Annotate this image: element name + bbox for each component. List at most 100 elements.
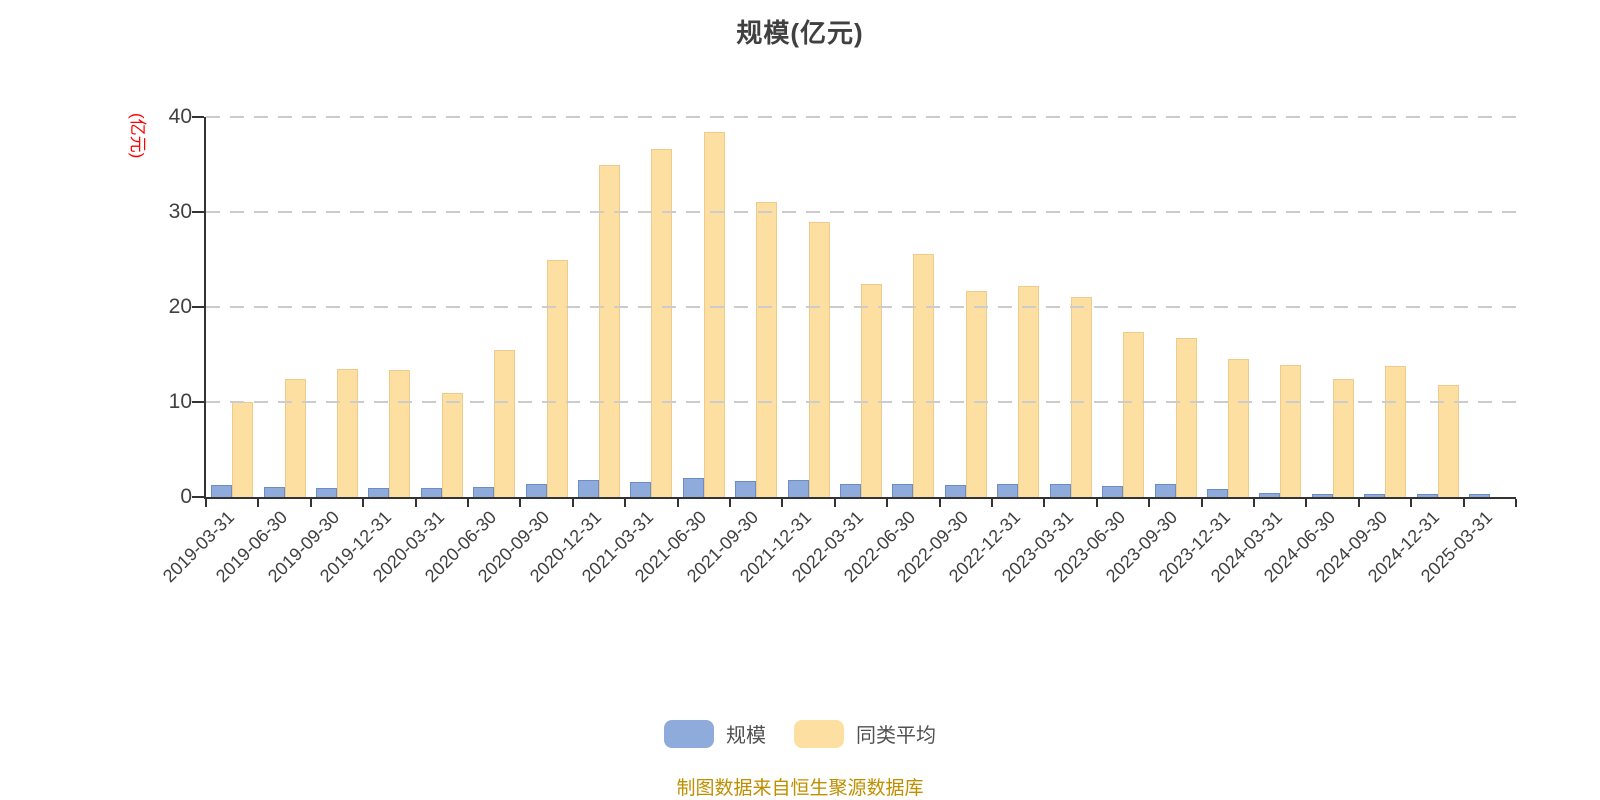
scale-bar bbox=[368, 487, 390, 497]
bar-group-2023-06-30 bbox=[1097, 117, 1149, 497]
category-average-bar bbox=[1175, 338, 1197, 497]
legend-item-scale[interactable]: 规模 bbox=[664, 719, 766, 748]
bar-group-2021-06-30 bbox=[678, 117, 730, 497]
scale-bar bbox=[630, 481, 652, 497]
category-average-bar bbox=[1227, 359, 1249, 497]
bar-group-2020-06-30 bbox=[468, 117, 520, 497]
x-axis-tick bbox=[833, 499, 836, 507]
x-axis-tick bbox=[205, 499, 207, 507]
x-axis-tick bbox=[1200, 499, 1203, 507]
x-axis-tick bbox=[1515, 499, 1517, 507]
legend-item-average[interactable]: 同类平均 bbox=[794, 719, 936, 748]
category-average-bar bbox=[808, 221, 830, 497]
x-axis-tick bbox=[519, 499, 522, 507]
gridline-40 bbox=[206, 116, 1516, 118]
category-average-bar bbox=[703, 132, 725, 497]
scale-bar bbox=[1259, 493, 1281, 497]
scale-bar bbox=[211, 484, 233, 497]
x-axis-tick bbox=[571, 499, 574, 507]
scale-bar bbox=[944, 484, 966, 497]
scale-bar bbox=[263, 486, 285, 497]
scale-bar bbox=[787, 479, 809, 497]
category-average-bar bbox=[389, 369, 411, 497]
scale-bar bbox=[735, 480, 757, 497]
category-average-bar bbox=[546, 259, 568, 497]
bar-group-2023-09-30 bbox=[1149, 117, 1201, 497]
category-average-bar bbox=[651, 149, 673, 497]
x-axis-tick bbox=[938, 499, 941, 507]
category-average-bar bbox=[441, 392, 463, 497]
bar-group-2024-12-31 bbox=[1411, 117, 1463, 497]
scale-bar bbox=[420, 487, 442, 497]
chart-title: 规模(亿元) bbox=[736, 18, 864, 48]
bar-group-2024-09-30 bbox=[1359, 117, 1411, 497]
category-average-bar bbox=[756, 201, 778, 497]
category-average-bar bbox=[1332, 379, 1354, 497]
x-axis-tick bbox=[414, 499, 417, 507]
y-axis-label-30: 30 bbox=[168, 200, 192, 223]
bar-group-2020-09-30 bbox=[520, 117, 572, 497]
legend-swatch-scale bbox=[664, 719, 714, 748]
bar-group-2019-09-30 bbox=[311, 117, 363, 497]
y-axis-label-40: 40 bbox=[168, 105, 192, 128]
bar-group-2022-09-30 bbox=[940, 117, 992, 497]
category-average-bar bbox=[965, 290, 987, 497]
y-axis-label-20: 20 bbox=[168, 295, 192, 318]
scale-bar bbox=[578, 479, 600, 497]
x-axis-tick bbox=[1357, 499, 1360, 507]
scale-bar bbox=[1049, 483, 1071, 497]
x-axis-tick bbox=[1305, 499, 1308, 507]
scale-bar bbox=[316, 487, 338, 497]
category-average-bar bbox=[1123, 331, 1145, 497]
y-axis-label-10: 10 bbox=[168, 390, 192, 413]
category-average-bar bbox=[1437, 384, 1459, 497]
x-axis-tick bbox=[886, 499, 889, 507]
bar-series-container bbox=[206, 117, 1516, 497]
x-axis-tick bbox=[362, 499, 365, 507]
plot-area: 2019-03-31 2019-06-30 2019-09-30 2019-12-31… bbox=[159, 116, 1517, 586]
category-average-bar bbox=[913, 253, 935, 497]
x-axis-tick bbox=[467, 499, 469, 507]
category-average-bar bbox=[599, 165, 621, 497]
gridline-20 bbox=[206, 306, 1516, 308]
scale-bar bbox=[525, 483, 547, 497]
scale-bar bbox=[892, 483, 914, 497]
scale-bar bbox=[1364, 494, 1386, 497]
bar-group-2023-12-31 bbox=[1202, 117, 1254, 497]
x-axis-tick bbox=[991, 499, 993, 507]
x-axis-tick bbox=[624, 499, 627, 507]
x-axis-tick bbox=[1148, 499, 1151, 507]
bar-group-2021-03-31 bbox=[625, 117, 677, 497]
scale-bar bbox=[1416, 494, 1438, 497]
x-axis-tick bbox=[676, 499, 679, 507]
legend-swatch-average bbox=[794, 719, 844, 748]
y-axis-labels: 0 10 20 30 40 bbox=[0, 105, 192, 508]
category-average-bar bbox=[1280, 364, 1302, 497]
bar-group-2022-12-31 bbox=[992, 117, 1044, 497]
category-average-bar bbox=[861, 284, 883, 497]
category-average-bar bbox=[337, 368, 359, 497]
y-axis-tick bbox=[192, 401, 204, 403]
data-source-note: 制图数据来自恒生聚源数据库 bbox=[676, 778, 924, 799]
bar-group-2024-03-31 bbox=[1254, 117, 1306, 497]
category-average-bar bbox=[284, 379, 306, 497]
scale-bar bbox=[473, 486, 495, 497]
bar-group-2024-06-30 bbox=[1307, 117, 1359, 497]
bar-group-2022-03-31 bbox=[835, 117, 887, 497]
category-average-bar bbox=[494, 349, 516, 497]
x-axis-tick bbox=[781, 499, 784, 507]
x-axis-tick bbox=[1253, 499, 1255, 507]
x-axis-tick bbox=[1410, 499, 1413, 507]
x-axis-tick bbox=[729, 499, 731, 507]
legend-label-average: 同类平均 bbox=[856, 725, 936, 747]
category-average-bar bbox=[232, 402, 254, 497]
x-axis-tick bbox=[257, 499, 260, 507]
scale-bar bbox=[840, 483, 862, 497]
bar-group-2020-03-31 bbox=[416, 117, 468, 497]
scale-bar bbox=[997, 483, 1019, 497]
scale-bar bbox=[682, 478, 704, 497]
x-axis-tick bbox=[309, 499, 312, 507]
x-axis-tick bbox=[1462, 499, 1465, 507]
category-average-bar bbox=[1018, 286, 1040, 497]
x-axis-tick bbox=[1095, 499, 1098, 507]
